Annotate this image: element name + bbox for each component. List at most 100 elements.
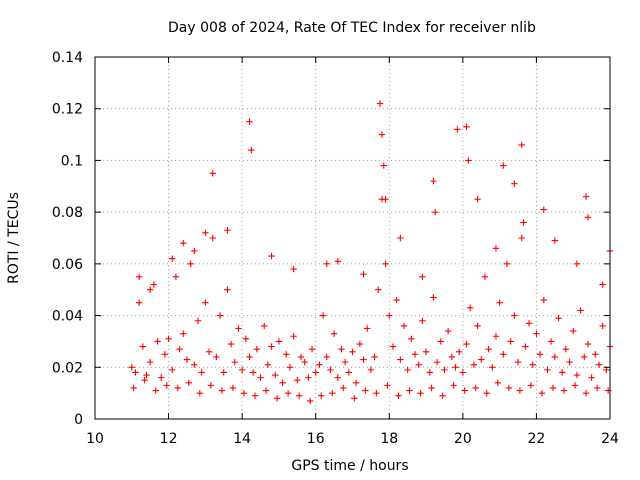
data-point [367,366,375,374]
data-point [492,245,500,252]
data-point [415,361,422,368]
x-tick-label: 16 [307,431,325,447]
y-tick-label: 0 [74,412,83,428]
data-point [209,234,216,242]
data-point [551,237,559,244]
x-tick-label: 20 [454,431,472,447]
data-point [334,374,341,381]
data-point [441,366,448,374]
data-point [411,351,419,358]
data-point [246,118,253,125]
data-point [463,123,470,131]
data-point [489,364,496,371]
data-point [426,369,433,376]
data-point [218,387,226,394]
data-point [454,126,461,133]
data-point [224,227,231,234]
data-point [529,361,536,368]
data-point [444,327,452,335]
data-point [492,333,500,340]
x-tick-label: 22 [528,431,546,447]
data-point [500,162,507,169]
data-point [375,286,382,293]
data-point [194,317,202,324]
data-point [455,348,463,355]
data-point [220,369,227,376]
data-point [419,317,426,324]
data-point [538,389,546,397]
data-point [461,387,468,394]
data-point [448,353,456,361]
chart-title: Day 008 of 2024, Rate Of TEC Index for r… [168,20,536,36]
data-point [146,286,154,293]
data-point [483,389,490,397]
data-point [450,382,457,389]
data-point [380,162,387,169]
data-point [161,351,169,358]
data-point [295,392,303,399]
data-point [273,395,281,402]
data-point [308,345,316,353]
data-point [132,369,139,376]
data-point [547,338,555,345]
data-point [599,281,606,288]
data-point [555,314,562,322]
data-point [312,369,319,376]
data-point [560,387,568,394]
x-axis-label: GPS time / hours [291,458,408,474]
data-point [249,369,257,376]
data-point [494,379,502,386]
data-point [588,374,595,381]
data-point [386,312,393,319]
data-point [229,384,237,392]
y-tick-label: 0.1 [61,153,83,169]
data-point [351,395,358,402]
data-point [505,384,513,392]
data-point [264,361,272,368]
data-point [437,338,444,345]
data-point [207,382,215,389]
data-point [152,387,159,394]
data-point [253,345,261,353]
data-point [198,369,205,376]
y-axis-label: ROTI / TECUs [6,192,22,284]
data-point [467,304,474,312]
data-point [316,361,323,368]
data-point [231,358,238,366]
data-point [516,387,524,394]
data-point [577,307,584,314]
data-point [128,364,135,371]
data-point [362,387,369,394]
data-point [185,379,193,386]
data-point [279,379,286,386]
data-point [130,384,137,392]
y-tick-label: 0.12 [52,102,83,118]
data-point [338,345,345,353]
data-point [422,348,430,355]
axis-ticks [94,56,611,420]
data-point [518,234,525,242]
data-point [570,327,577,335]
data-points [128,100,614,405]
data-point [209,170,216,177]
data-point [352,379,360,386]
data-point [549,384,557,392]
data-point [373,389,380,397]
data-point [376,100,384,107]
data-point [395,392,402,399]
data-point [430,294,437,301]
data-point [238,366,246,374]
data-point [191,361,198,368]
data-point [340,384,347,392]
data-point [503,260,511,268]
data-point [174,384,181,392]
data-point [478,356,485,363]
data-point [191,247,198,255]
data-point [305,374,312,381]
data-point [139,343,147,350]
data-point [389,343,397,350]
data-point [371,353,378,361]
y-tick-label: 0.02 [52,360,83,376]
data-point [286,364,294,371]
